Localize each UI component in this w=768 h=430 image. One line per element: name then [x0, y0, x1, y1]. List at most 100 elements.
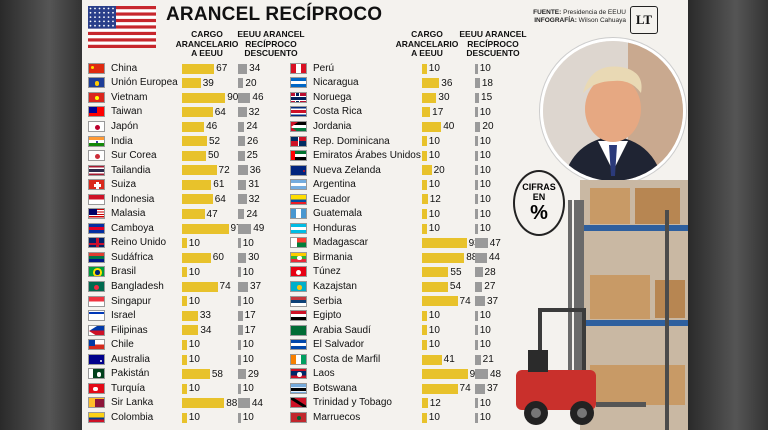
eeuu-value: 28: [484, 266, 496, 278]
cargo-bar: [422, 107, 431, 118]
eeuu-bar: [475, 209, 478, 219]
cargo-bar: [422, 121, 442, 132]
eeuu-bar: [475, 179, 478, 190]
country-name: Nueva Zelanda: [313, 164, 381, 176]
table-row: Noruega: [290, 90, 351, 105]
cifras-badge: CIFRAS EN %: [513, 170, 565, 236]
eeuu-bar: [238, 296, 241, 307]
cargo-bar: [182, 339, 187, 350]
table-row: Costa Rica: [290, 105, 362, 120]
eeuu-bar: [238, 252, 247, 263]
za-flag-icon: [88, 251, 105, 263]
country-name: Taiwan: [111, 106, 143, 118]
eeuu-value: 36: [249, 164, 261, 176]
eeuu-bar: [238, 398, 250, 409]
background-right: [688, 0, 768, 430]
eeuu-bar: [238, 150, 245, 161]
table-row: Birmania: [290, 250, 352, 265]
cargo-bar: [422, 354, 442, 365]
eeuu-bar: [475, 281, 483, 292]
eeuu-bar: [475, 92, 480, 103]
au-flag-icon: [88, 353, 105, 365]
bd-flag-icon: [88, 281, 105, 292]
table-row: Brasil: [88, 265, 136, 280]
table-row: Tailandia: [88, 163, 150, 178]
eeuu-value: 34: [249, 63, 261, 74]
cargo-value: 52: [208, 135, 221, 147]
tw-flag-icon: [88, 106, 105, 118]
do-flag-icon: [290, 135, 307, 147]
infographic-panel: ARANCEL RECÍPROCO FUENTE: Presidencia de…: [82, 0, 688, 430]
country-name: Rep. Dominicana: [313, 135, 390, 147]
cargo-value: 17: [432, 106, 444, 118]
eeuu-bar: [238, 165, 248, 176]
table-row: Taiwan: [88, 105, 142, 120]
country-name: Laos: [313, 368, 335, 380]
table-row: Túnez: [290, 265, 341, 280]
eeuu-value: 37: [249, 281, 262, 293]
sa-flag-icon: [290, 324, 307, 336]
eeuu-bar: [475, 252, 487, 263]
cargo-value: 46: [206, 121, 218, 133]
cargo-bar: [422, 165, 432, 176]
ph-flag-icon: [88, 324, 105, 336]
cargo-bar: [422, 369, 468, 380]
eg-flag-icon: [290, 310, 307, 322]
eeuu-value: 49: [253, 223, 265, 235]
eeuu-bar: [238, 281, 248, 292]
eeuu-value: 15: [481, 92, 493, 104]
eeuu-value: 25: [246, 150, 258, 162]
table-row: Singapur: [88, 294, 151, 309]
tn-flag-icon: [290, 266, 307, 278]
eeuu-bar: [238, 267, 241, 278]
eeuu-value: 10: [479, 223, 491, 235]
eeuu-bar: [475, 354, 481, 365]
cargo-value: 50: [208, 150, 220, 162]
cargo-value: 12: [429, 397, 441, 409]
table-row: Jordania: [290, 119, 351, 134]
cargo-bar: [182, 281, 218, 292]
country-name: Sur Corea: [111, 150, 157, 162]
table-row: Turquía: [88, 381, 145, 396]
cargo-value: 61: [213, 179, 225, 191]
cargo-bar: [182, 136, 207, 147]
cargo-value: 90: [227, 92, 239, 104]
cargo-bar: [182, 398, 225, 409]
cargo-value: 72: [218, 164, 230, 176]
table-row: Pakistán: [88, 367, 149, 382]
country-name: Sudáfrica: [111, 251, 154, 263]
eeuu-value: 10: [242, 339, 254, 351]
eeuu-value: 10: [479, 63, 491, 74]
mm-flag-icon: [290, 251, 307, 263]
country-name: Botswana: [313, 382, 357, 394]
eu-flag-icon: [88, 77, 105, 89]
col-header-eeuu-right: EEUU ARANCEL RECÍPROCO DESCUENTO: [459, 29, 527, 58]
eeuu-value: 18: [481, 77, 493, 89]
eeuu-bar: [475, 412, 478, 423]
bw-flag-icon: [290, 382, 307, 394]
cargo-bar: [422, 339, 427, 350]
cargo-bar: [182, 369, 210, 380]
eeuu-value: 10: [479, 150, 491, 162]
cargo-value: 97: [230, 223, 242, 235]
eeuu-bar: [238, 179, 247, 190]
table-row: Reino Unido: [88, 236, 166, 251]
eeuu-value: 10: [242, 383, 254, 395]
table-row: Colombia: [88, 410, 153, 425]
eeuu-bar: [238, 354, 241, 365]
country-name: Brasil: [111, 266, 137, 278]
cargo-value: 41: [443, 354, 455, 365]
eeuu-value: 10: [479, 310, 491, 322]
cargo-value: 10: [188, 339, 200, 351]
cargo-value: 10: [428, 63, 440, 74]
eeuu-value: 10: [479, 193, 491, 205]
table-row: Madagascar: [290, 236, 368, 251]
country-name: Serbia: [313, 295, 342, 307]
cargo-value: 54: [449, 281, 462, 293]
cargo-value: 40: [443, 121, 455, 133]
country-name: Vietnam: [111, 91, 148, 103]
cargo-bar: [422, 296, 458, 307]
eeuu-value: 10: [479, 208, 491, 220]
eeuu-value: 10: [242, 237, 254, 249]
country-name: Birmania: [313, 251, 353, 263]
